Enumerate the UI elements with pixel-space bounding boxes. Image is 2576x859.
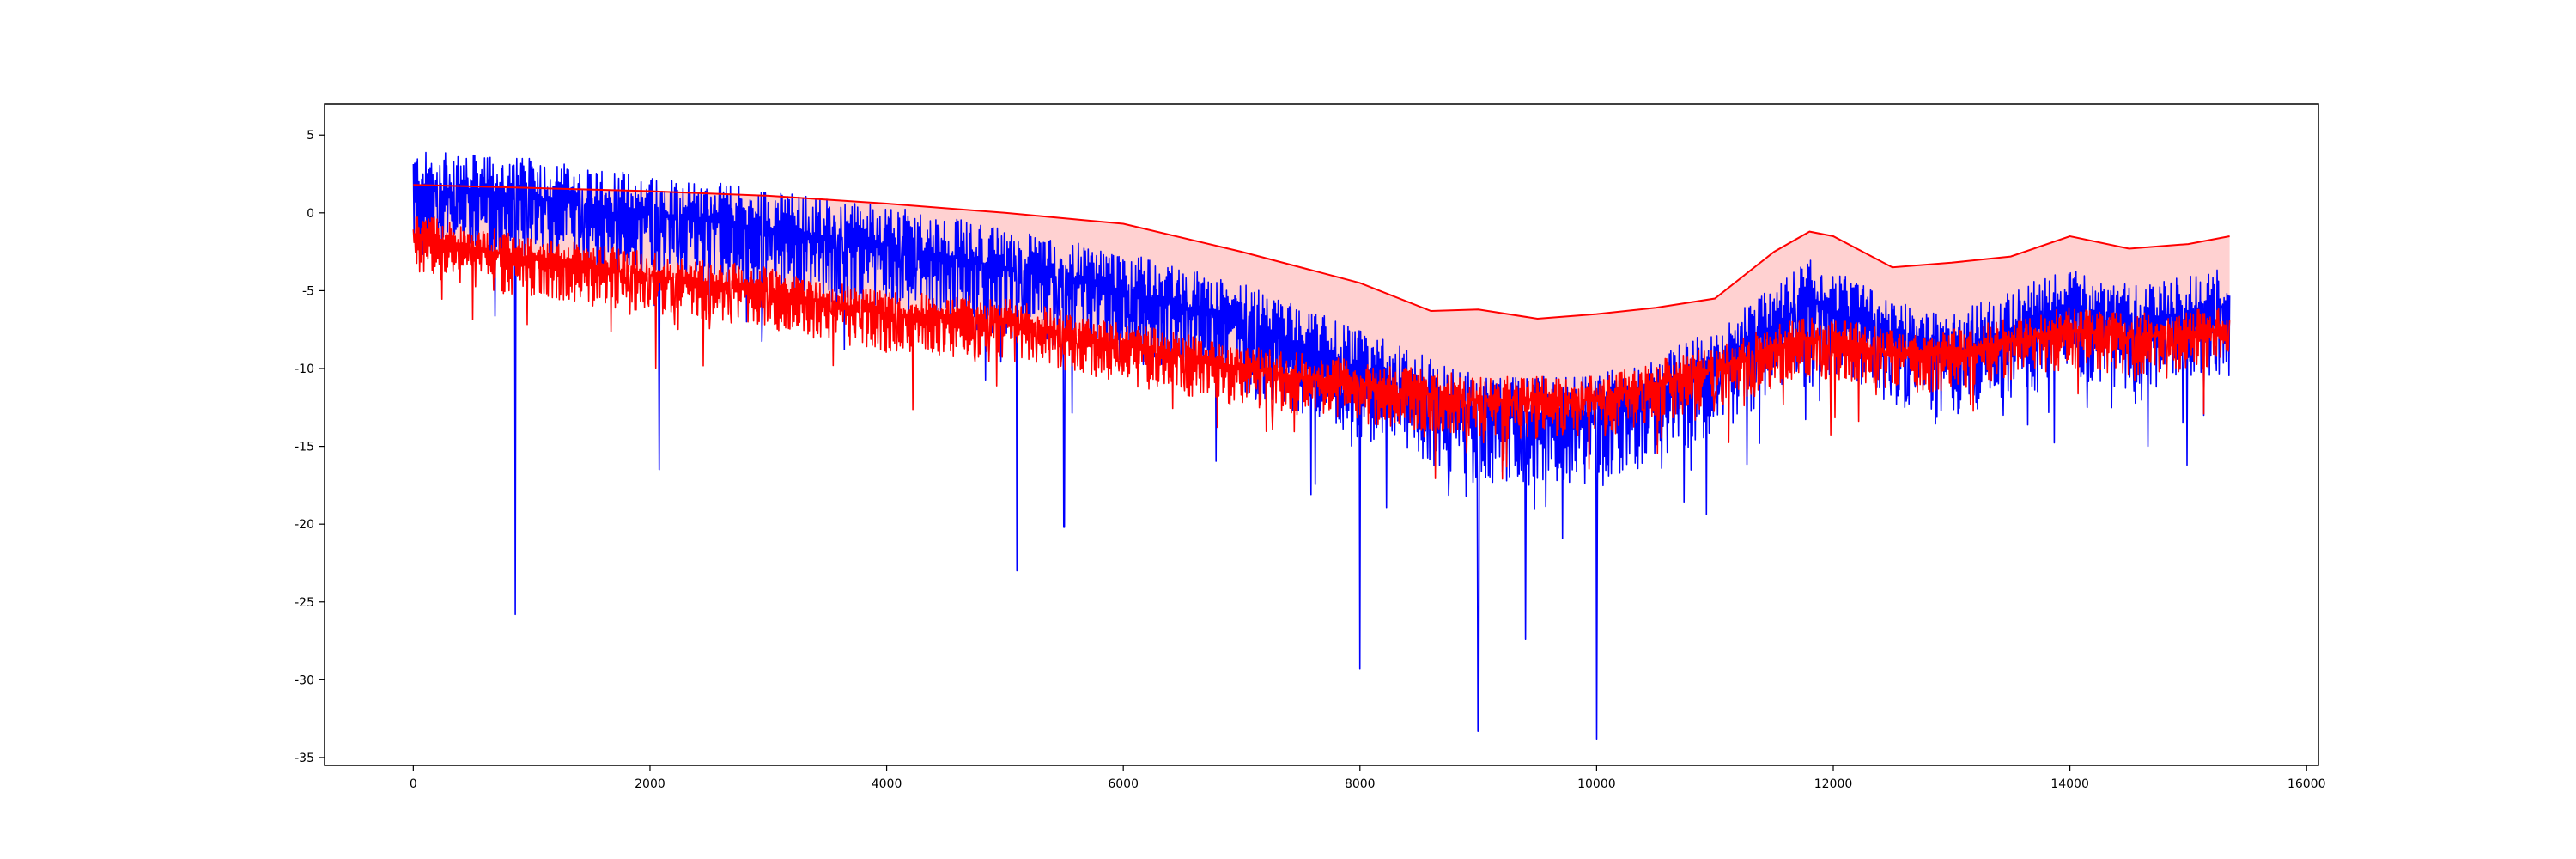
series-line-2 xyxy=(413,184,2230,320)
x-tick-label: 8000 xyxy=(1345,777,1376,791)
y-tick-label: -25 xyxy=(295,596,314,610)
x-tick-label: 14000 xyxy=(2050,777,2089,791)
x-tick-label: 0 xyxy=(410,777,417,791)
x-tick-label: 10000 xyxy=(1577,777,1616,791)
y-tick-label: 5 xyxy=(307,129,314,143)
y-tick-label: -10 xyxy=(295,362,314,376)
y-tick-label: -35 xyxy=(295,752,314,765)
y-tick-label: -20 xyxy=(295,518,314,532)
series-line-0 xyxy=(412,151,2231,740)
y-tick-label: -15 xyxy=(295,441,314,454)
y-tick-label: -30 xyxy=(295,673,314,687)
x-tick-label: 12000 xyxy=(1814,777,1853,791)
x-tick-label: 2000 xyxy=(635,777,665,791)
y-axis: 5 0 -5 -10 -15 -20 -25 -30 -35 xyxy=(295,129,325,765)
x-tick-label: 4000 xyxy=(872,777,902,791)
y-tick-label: -5 xyxy=(302,284,314,298)
series-line-1 xyxy=(412,216,2231,480)
plot-frame xyxy=(324,103,2319,766)
x-axis: 0 2000 4000 6000 8000 10000 12000 14000 16000 xyxy=(410,765,2326,791)
x-tick-label: 6000 xyxy=(1108,777,1139,791)
series-layer xyxy=(412,151,2231,740)
y-tick-label: 0 xyxy=(307,207,314,221)
x-tick-label: 16000 xyxy=(2287,777,2326,791)
